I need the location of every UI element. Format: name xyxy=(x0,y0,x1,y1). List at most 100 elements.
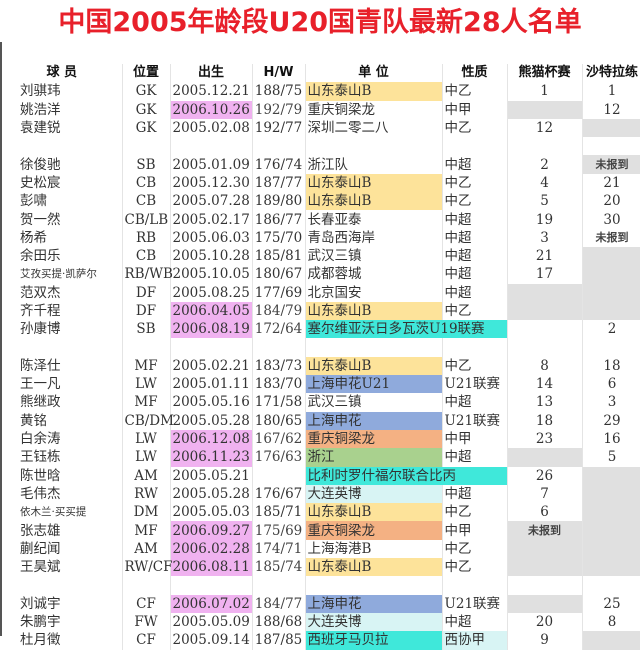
cell-unit: 北京国安 xyxy=(305,283,443,302)
cell-birth: 2005.02.21 xyxy=(170,356,253,376)
cell-hw: 175/69 xyxy=(252,521,306,540)
cell-name: 袁建锐 xyxy=(2,118,123,138)
player-row: 徐俊驰 SB 2005.01.09 176/74 浙江队 中超 2 未报到 xyxy=(2,155,640,174)
cell-pos: FW xyxy=(122,612,171,632)
cell-saudi xyxy=(582,265,640,284)
cell-unit: 青岛西海岸 xyxy=(305,228,443,247)
cell-birth: 2005.02.08 xyxy=(170,118,253,138)
player-row: 艾孜买提·凯萨尔 RB/WB 2005.10.05 180/67 成都蓉城 中超 17 xyxy=(2,265,640,284)
cell-name: 艾孜买提·凯萨尔 xyxy=(2,265,123,284)
cell-hw: 183/70 xyxy=(252,375,306,394)
cell-panda xyxy=(507,558,583,577)
cell-unit: 大连英博 xyxy=(305,612,443,632)
cell-pos: RB xyxy=(122,228,171,247)
cell-pos: DM xyxy=(122,503,171,522)
spacer-row xyxy=(2,338,640,357)
empty-cell xyxy=(582,338,640,357)
cell-hw: 189/80 xyxy=(252,192,306,211)
cell-hw: 184/77 xyxy=(252,594,306,613)
cell-hw: 188/68 xyxy=(252,612,306,632)
cell-birth: 2005.01.11 xyxy=(170,375,253,394)
cell-saudi xyxy=(582,631,640,650)
cell-name: 姚浩洋 xyxy=(2,100,123,119)
cell-unit: 山东泰山B xyxy=(305,503,443,522)
cell-hw: 176/74 xyxy=(252,155,306,174)
empty-cell xyxy=(2,576,123,595)
cell-saudi xyxy=(582,118,640,138)
cell-saudi xyxy=(582,558,640,577)
cell-birth: 2006.12.08 xyxy=(170,429,253,449)
cell-nature: 中乙 xyxy=(442,539,508,559)
cell-panda: 18 xyxy=(507,411,583,430)
cell-hw: 184/79 xyxy=(252,301,306,321)
player-row: 孙康博 SB 2006.08.19 172/64 塞尔维亚沃日多瓦茨U19联赛 2 xyxy=(2,320,640,339)
cell-hw: 180/65 xyxy=(252,411,306,430)
player-row: 刘诚宇 CF 2006.07.02 184/77 上海申花 U21联赛 25 xyxy=(2,594,640,613)
cell-birth: 2005.12.30 xyxy=(170,173,253,193)
cell-name: 朱鹏宇 xyxy=(2,612,123,632)
cell-pos: CF xyxy=(122,631,171,650)
cell-nature: 中乙 xyxy=(442,118,508,138)
cell-pos: SB xyxy=(122,155,171,174)
player-row: 蒯纪闻 AM 2006.02.28 174/71 上海海港B 中乙 xyxy=(2,539,640,559)
cell-unit: 浙江 xyxy=(305,448,443,467)
player-row: 姚浩洋 GK 2006.10.26 192/79 重庆铜梁龙 中甲 12 xyxy=(2,100,640,119)
cell-hw: 171/58 xyxy=(252,393,306,412)
cell-hw: 177/69 xyxy=(252,283,306,302)
cell-panda xyxy=(507,301,583,321)
cell-unit: 上海申花 xyxy=(305,594,443,613)
empty-cell xyxy=(2,137,123,156)
cell-saudi: 5 xyxy=(582,448,640,467)
cell-name: 刘诚宇 xyxy=(2,594,123,613)
cell-nature: 中乙 xyxy=(442,173,508,193)
cell-panda: 9 xyxy=(507,631,583,650)
empty-cell xyxy=(305,137,443,156)
cell-name: 刘骐玮 xyxy=(2,82,123,101)
cell-unit: 深圳二零二八 xyxy=(305,118,443,138)
cell-pos: GK xyxy=(122,82,171,101)
cell-pos: GK xyxy=(122,100,171,119)
cell-name: 孙康博 xyxy=(2,320,123,339)
empty-cell xyxy=(442,576,508,595)
cell-panda: 1 xyxy=(507,82,583,101)
cell-hw: 185/81 xyxy=(252,246,306,266)
player-row: 刘骐玮 GK 2005.12.21 188/75 山东泰山B 中乙 1 1 xyxy=(2,82,640,101)
cell-hw: 188/75 xyxy=(252,82,306,101)
cell-hw: 185/74 xyxy=(252,558,306,577)
cell-pos: SB xyxy=(122,320,171,339)
empty-cell xyxy=(252,338,306,357)
player-row: 彭啸 CB 2005.07.28 189/80 山东泰山B 中乙 5 20 xyxy=(2,192,640,211)
player-row: 王一凡 LW 2005.01.11 183/70 上海申花U21 U21联赛 14 6 xyxy=(2,375,640,394)
cell-nature: 中甲 xyxy=(442,429,508,449)
cell-birth: 2006.08.19 xyxy=(170,320,253,339)
cell-nature: 中超 xyxy=(442,393,508,412)
cell-nature: 中超 xyxy=(442,448,508,467)
cell-panda: 3 xyxy=(507,228,583,247)
header-saudi-camp: 沙特拉练 xyxy=(582,64,640,83)
empty-cell xyxy=(582,137,640,156)
cell-pos: MF xyxy=(122,393,171,412)
cell-pos: DF xyxy=(122,283,171,302)
spacer-row xyxy=(2,137,640,156)
cell-nature: 中超 xyxy=(442,265,508,284)
spacer-row xyxy=(2,576,640,595)
empty-cell xyxy=(507,576,583,595)
empty-cell xyxy=(507,137,583,156)
cell-unit: 上海申花 xyxy=(305,411,443,430)
page-title: 中国2005年龄段U20国青队最新28人名单 xyxy=(58,7,582,38)
cell-name: 王一凡 xyxy=(2,375,123,394)
cell-unit: 重庆铜梁龙 xyxy=(305,100,443,119)
player-row: 贺一然 CB/LB 2005.02.17 186/77 长春亚泰 中超 19 30 xyxy=(2,210,640,229)
cell-pos: LW xyxy=(122,448,171,467)
cell-panda: 23 xyxy=(507,429,583,449)
player-row: 杜月徵 CF 2005.09.14 187/85 西班牙马贝拉 西协甲 9 xyxy=(2,631,640,650)
cell-birth: 2005.06.03 xyxy=(170,228,253,247)
header-position: 位置 xyxy=(122,64,171,83)
cell-name: 史松宸 xyxy=(2,173,123,193)
cell-birth: 2005.05.28 xyxy=(170,411,253,430)
cell-panda: 17 xyxy=(507,265,583,284)
cell-hw: 187/77 xyxy=(252,173,306,193)
cell-pos: DF xyxy=(122,301,171,321)
header-player: 球 员 xyxy=(2,64,123,83)
cell-nature: 中乙 xyxy=(442,192,508,211)
